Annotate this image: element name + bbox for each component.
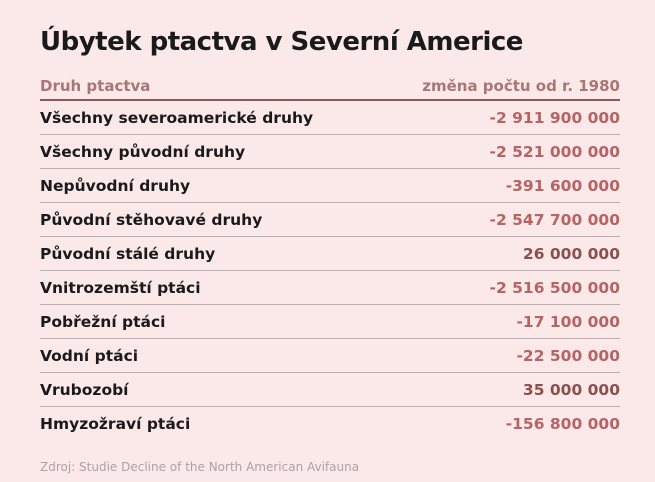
row-label: Všechny severoamerické druhy xyxy=(40,108,314,127)
table-row: Hmyzožraví ptáci -156 800 000 xyxy=(40,407,620,440)
row-value: -22 500 000 xyxy=(516,346,620,365)
row-value: 35 000 000 xyxy=(522,380,620,399)
row-label: Původní stěhovavé druhy xyxy=(40,210,263,229)
row-label: Nepůvodní druhy xyxy=(40,176,191,195)
row-label: Všechny původní druhy xyxy=(40,142,246,161)
row-value: -2 547 700 000 xyxy=(489,210,620,229)
row-label: Vnitrozemští ptáci xyxy=(40,278,201,297)
row-label: Pobřežní ptáci xyxy=(40,312,166,331)
table-row: Vrubozobí 35 000 000 xyxy=(40,373,620,407)
row-value: -156 800 000 xyxy=(505,414,620,433)
data-table: Druh ptactva změna počtu od r. 1980 Všec… xyxy=(40,74,620,440)
table-row: Všechny severoamerické druhy -2 911 900 0… xyxy=(40,101,620,135)
table-row: Nepůvodní druhy -391 600 000 xyxy=(40,169,620,203)
row-value: -2 521 000 000 xyxy=(489,142,620,161)
source-note: Zdroj: Studie Decline of the North Ameri… xyxy=(40,460,360,474)
header-label-column: Druh ptactva xyxy=(40,77,151,95)
row-value: 26 000 000 xyxy=(522,244,620,263)
row-value: -2 911 900 000 xyxy=(489,108,620,127)
row-value: -2 516 500 000 xyxy=(489,278,620,297)
table-row: Vnitrozemští ptáci -2 516 500 000 xyxy=(40,271,620,305)
row-label: Vodní ptáci xyxy=(40,346,139,365)
chart-title: Úbytek ptactva v Severní Americe xyxy=(40,27,523,57)
table-row: Vodní ptáci -22 500 000 xyxy=(40,339,620,373)
table-row: Všechny původní druhy -2 521 000 000 xyxy=(40,135,620,169)
row-label: Původní stálé druhy xyxy=(40,244,216,263)
row-value: -17 100 000 xyxy=(516,312,620,331)
table-row: Původní stěhovavé druhy -2 547 700 000 xyxy=(40,203,620,237)
header-value-column: změna počtu od r. 1980 xyxy=(422,77,620,95)
table-row: Pobřežní ptáci -17 100 000 xyxy=(40,305,620,339)
table-row: Původní stálé druhy 26 000 000 xyxy=(40,237,620,271)
row-value: -391 600 000 xyxy=(505,176,620,195)
table-body: Všechny severoamerické druhy -2 911 900 0… xyxy=(40,101,620,440)
table-header: Druh ptactva změna počtu od r. 1980 xyxy=(40,74,620,101)
row-label: Hmyzožraví ptáci xyxy=(40,414,191,433)
row-label: Vrubozobí xyxy=(40,380,129,399)
